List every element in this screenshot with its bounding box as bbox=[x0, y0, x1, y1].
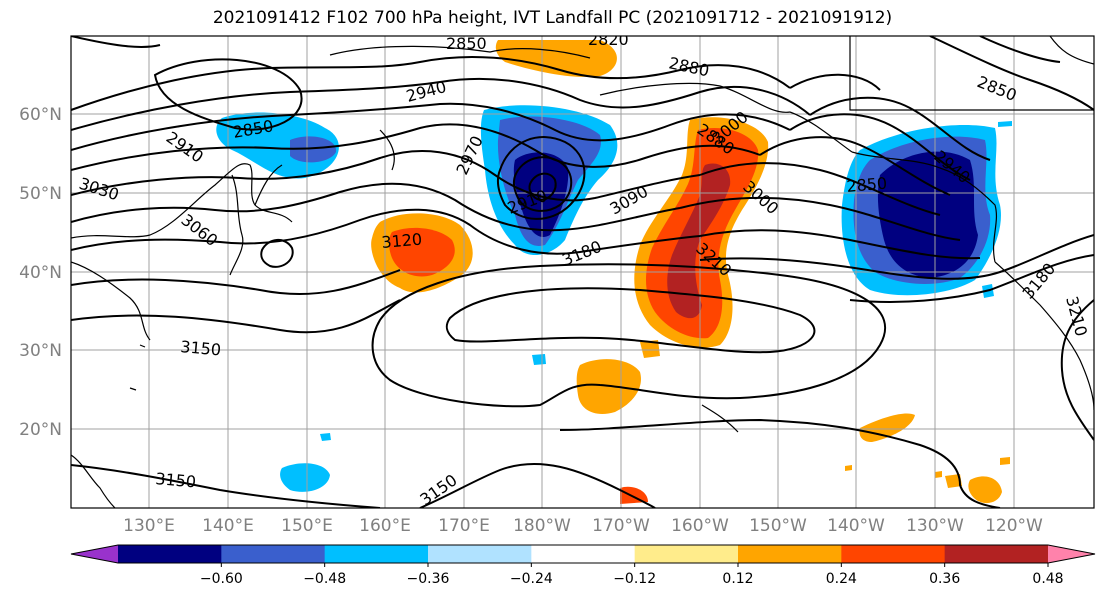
lat-label: 60°N bbox=[19, 105, 62, 125]
coastlines bbox=[71, 36, 1094, 508]
colorbar-segment bbox=[944, 545, 1049, 563]
lon-label: 180°W bbox=[513, 516, 571, 536]
colorbar-segment bbox=[738, 545, 842, 563]
lat-label: 30°N bbox=[19, 341, 62, 361]
colorbar-tick-label: −0.36 bbox=[407, 571, 450, 587]
lon-label: 170°E bbox=[438, 516, 490, 536]
colorbar-tick-label: 0.48 bbox=[1032, 571, 1063, 587]
colorbar-segment bbox=[221, 545, 326, 563]
colorbar-tick-label: −0.12 bbox=[613, 571, 656, 587]
colorbar-segment bbox=[324, 545, 429, 563]
longitude-labels: 130°E 140°E 150°E 160°E 170°E 180°W 170°… bbox=[123, 516, 1043, 536]
colorbar-extend-low bbox=[71, 545, 118, 563]
lat-label: 40°N bbox=[19, 263, 62, 283]
height-contours bbox=[71, 36, 1094, 508]
figure-title: 2021091412 F102 700 hPa height, IVT Land… bbox=[212, 8, 893, 28]
colorbar-tick-label: 0.24 bbox=[826, 571, 857, 587]
colorbar-extend-high bbox=[1048, 545, 1095, 563]
map-plot-area: 2850 2820 2880 2940 2910 2850 2970 2910 … bbox=[71, 30, 1094, 508]
contour-label: 3120 bbox=[381, 230, 423, 252]
colorbar-tick-label: −0.24 bbox=[510, 571, 553, 587]
colorbar-tick-label: 0.36 bbox=[929, 571, 960, 587]
lon-label: 150°W bbox=[749, 516, 807, 536]
ivt-positive-shading bbox=[371, 40, 1010, 504]
colorbar-tick-label: −0.60 bbox=[200, 571, 243, 587]
colorbar-outline bbox=[70, 544, 1096, 564]
colorbar-segment bbox=[634, 545, 739, 563]
lon-label: 150°E bbox=[281, 516, 333, 536]
contour-label: 2850 bbox=[446, 34, 487, 53]
colorbar-segment bbox=[118, 545, 222, 563]
lon-label: 140°E bbox=[202, 516, 254, 536]
map-frame bbox=[70, 35, 1095, 509]
contour-label: 2850 bbox=[846, 174, 888, 196]
lon-label: 130°W bbox=[906, 516, 964, 536]
lon-label: 120°W bbox=[985, 516, 1043, 536]
contour-label: 2820 bbox=[588, 30, 629, 49]
colorbar-segment bbox=[531, 545, 636, 563]
lon-label: 160°W bbox=[671, 516, 729, 536]
latitude-labels: 60°N 50°N 40°N 30°N 20°N bbox=[19, 105, 62, 440]
lon-label: 140°W bbox=[827, 516, 885, 536]
contour-label: 3150 bbox=[155, 469, 197, 491]
contour-label: 3150 bbox=[180, 337, 222, 359]
colorbar-segment bbox=[841, 545, 946, 563]
lon-label: 170°W bbox=[592, 516, 650, 536]
colorbar-tick-label: −0.48 bbox=[303, 571, 346, 587]
colorbar-tick-label: 0.12 bbox=[722, 571, 753, 587]
colorbar: −0.60 −0.48 −0.36 −0.24 −0.12 0.12 0.24 0.36 0.4… bbox=[70, 544, 1096, 587]
colorbar-segment bbox=[428, 545, 532, 563]
lon-label: 160°E bbox=[359, 516, 411, 536]
lat-label: 20°N bbox=[19, 420, 62, 440]
lat-label: 50°N bbox=[19, 184, 62, 204]
lon-label: 130°E bbox=[123, 516, 175, 536]
